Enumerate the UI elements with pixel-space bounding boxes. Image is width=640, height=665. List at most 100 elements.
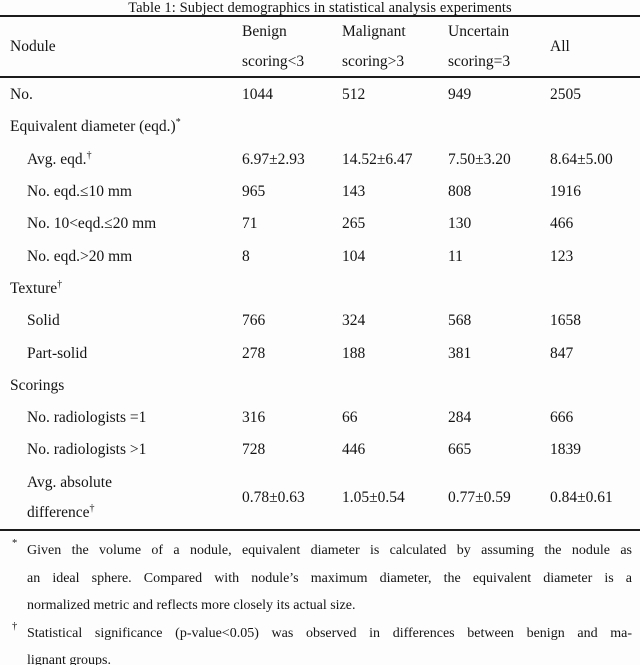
row-label: Equivalent diameter (eqd.)* — [10, 117, 181, 136]
table-body: No. 1044 512 949 2505 Equivalent diameter (eq… — [0, 79, 640, 529]
table-row: No. radiologists >1 728 446 665 1839 — [0, 434, 640, 466]
asterisk-superscript: * — [175, 117, 181, 129]
table-row: Avg. eqd.† 6.97±2.93 14.52±6.47 7.50±3.20 8.… — [0, 144, 640, 176]
cell-value: 0.77±0.59 — [448, 488, 511, 506]
row-label: No. — [10, 86, 33, 104]
cell-value: 284 — [448, 409, 472, 427]
row-label: Avg. eqd.† — [27, 149, 92, 168]
cell-value: 324 — [342, 312, 366, 330]
row-label: Part-solid — [27, 344, 88, 362]
cell-value: 381 — [448, 344, 472, 362]
cell-value: 2505 — [550, 86, 581, 104]
cell-value: 446 — [342, 441, 366, 459]
cell-value: 0.84±0.61 — [550, 488, 613, 506]
row-label: Solid — [27, 312, 60, 330]
cell-value: 466 — [550, 215, 574, 233]
row-label: No. eqd.≤10 mm — [27, 183, 132, 201]
row-label: No. 10<eqd.≤20 mm — [27, 215, 157, 233]
cell-value: 512 — [342, 86, 366, 104]
cell-value: 1658 — [550, 312, 581, 330]
header-line: scoring=3 — [448, 53, 511, 70]
header-line: scoring<3 — [242, 53, 305, 70]
footnote-line: Given the volume of a nodule, equivalent… — [27, 543, 632, 558]
cell-value: 666 — [550, 409, 574, 427]
header-line: All — [550, 38, 570, 55]
cell-value: 316 — [242, 409, 266, 427]
footnotes: * Given the volume of a nodule, equivale… — [0, 537, 640, 665]
cell-value: 965 — [242, 183, 266, 201]
row-label: Avg. absolute difference† — [10, 468, 242, 528]
cell-value: 949 — [448, 86, 472, 104]
cell-value: 0.78±0.63 — [242, 488, 305, 506]
cell-value: 143 — [342, 183, 366, 201]
table-row: No. 1044 512 949 2505 — [0, 79, 640, 111]
table-header-row: Nodule Benign scoring<3 Malignant scorin… — [0, 17, 640, 76]
row-label: Scorings — [10, 376, 65, 394]
cell-value: 847 — [550, 344, 574, 362]
header-cell-all: All — [550, 17, 640, 77]
bottom-rule — [0, 529, 640, 531]
cell-value: 8 — [242, 247, 250, 265]
table-row: Scorings — [0, 370, 640, 402]
cell-value: 66 — [342, 409, 358, 427]
header-line: Malignant — [342, 23, 406, 40]
header-line: Benign — [242, 23, 287, 40]
row-label: No. radiologists =1 — [27, 409, 147, 427]
cell-value: 130 — [448, 215, 472, 233]
table-row: Solid 766 324 568 1658 — [0, 305, 640, 337]
footnote-line: an ideal sphere. Compared with nodule’s … — [27, 570, 632, 586]
header-cell-benign: Benign scoring<3 — [242, 17, 342, 77]
table-row: No. eqd.>20 mm 8 104 11 123 — [0, 240, 640, 272]
table-caption: Table 1: Subject demographics in statist… — [128, 0, 512, 16]
table-row: Part-solid 278 188 381 847 — [0, 337, 640, 369]
cell-value: 104 — [342, 247, 366, 265]
table-row: Avg. absolute difference† 0.78±0.63 1.05±0.… — [0, 467, 640, 529]
row-label: No. eqd.>20 mm — [27, 247, 133, 265]
row-label-line: difference† — [27, 502, 95, 521]
cell-value: 7.50±3.20 — [448, 150, 511, 168]
header-rule — [0, 76, 640, 78]
table-row: No. radiologists =1 316 66 284 666 — [0, 402, 640, 434]
dagger-superscript: † — [89, 502, 95, 514]
header-cell-nodule: Nodule — [10, 38, 56, 55]
top-rule — [0, 15, 640, 17]
cell-value: 1044 — [242, 86, 273, 104]
table-row: Equivalent diameter (eqd.)* — [0, 111, 640, 143]
footnote-significance: † Statistical significance (p-value<0.05… — [0, 620, 640, 665]
cell-value: 1839 — [550, 441, 581, 459]
cell-value: 1916 — [550, 183, 581, 201]
row-label: No. radiologists >1 — [27, 441, 147, 459]
table-row: No. 10<eqd.≤20 mm 71 265 130 466 — [0, 208, 640, 240]
header-cell-uncertain: Uncertain scoring=3 — [448, 17, 550, 77]
asterisk-marker: * — [12, 538, 18, 549]
cell-value: 6.97±2.93 — [242, 150, 305, 168]
cell-value: 14.52±6.47 — [342, 150, 413, 168]
cell-value: 665 — [448, 441, 472, 459]
footnote-line: lignant groups. — [27, 653, 111, 665]
cell-value: 728 — [242, 441, 266, 459]
dagger-marker: † — [12, 620, 18, 632]
dagger-superscript: † — [57, 278, 63, 290]
dagger-superscript: † — [86, 149, 92, 161]
cell-value: 278 — [242, 344, 266, 362]
table-row: Texture† — [0, 273, 640, 305]
cell-value: 123 — [550, 247, 574, 265]
cell-value: 766 — [242, 312, 266, 330]
row-label-line: Avg. absolute — [27, 473, 112, 491]
footnote-line: Statistical significance (p-value<0.05) … — [27, 625, 632, 641]
cell-value: 568 — [448, 312, 472, 330]
cell-value: 71 — [242, 215, 258, 233]
row-label: Texture† — [10, 278, 63, 297]
cell-value: 808 — [448, 183, 472, 201]
table-row: No. eqd.≤10 mm 965 143 808 1916 — [0, 176, 640, 208]
header-line: scoring>3 — [342, 53, 405, 70]
cell-value: 265 — [342, 215, 366, 233]
cell-value: 188 — [342, 344, 366, 362]
cell-value: 8.64±5.00 — [550, 150, 613, 168]
footnote-eqd: * Given the volume of a nodule, equivale… — [0, 537, 640, 620]
cell-value: 1.05±0.54 — [342, 488, 405, 506]
footnote-line: normalized metric and reflects more clos… — [27, 598, 356, 613]
header-cell-malignant: Malignant scoring>3 — [342, 17, 448, 77]
header-line: Uncertain — [448, 23, 510, 40]
